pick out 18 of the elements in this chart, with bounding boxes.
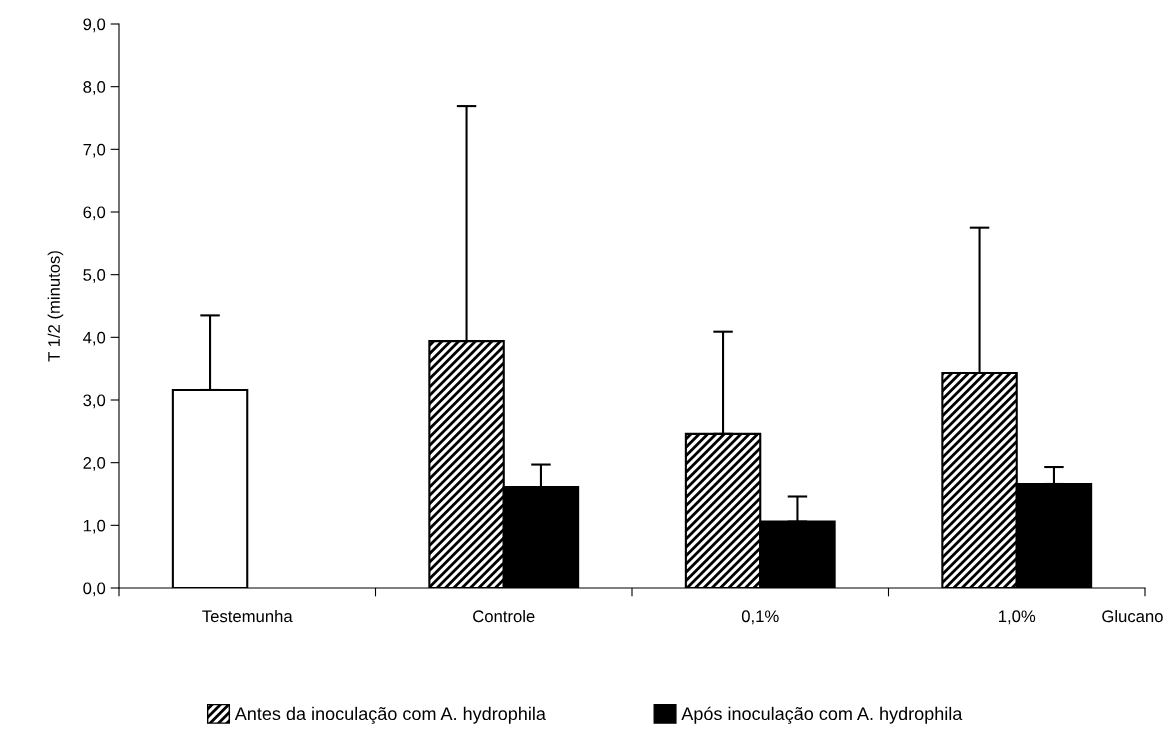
- x-tick-label: Controle: [473, 609, 535, 623]
- x-tick-label: 0,1%: [741, 610, 779, 625]
- y-tick-label: 0,0: [83, 582, 106, 597]
- y-tick-label: 8,0: [83, 81, 106, 95]
- y-tick-label: 7,0: [83, 143, 106, 158]
- legend-label: Após inoculação com A. hydrophila: [681, 706, 963, 724]
- x-tick-label: Testemunha: [202, 609, 293, 623]
- y-tick-label: 4,0: [83, 331, 106, 346]
- y-tick-label: 1,0: [83, 519, 106, 534]
- y-tick-label: 2,0: [83, 457, 106, 471]
- y-tick-label: 9,0: [83, 18, 106, 33]
- y-tick-label: 3,0: [83, 394, 106, 409]
- y-tick-label: 6,0: [83, 206, 106, 221]
- text: Glucano: [1102, 609, 1163, 623]
- y-tick-label: 5,0: [83, 269, 106, 283]
- legend-label: Antes da inoculação com A. hydrophila: [234, 706, 546, 724]
- y-axis-title: T 1/2 (minutos): [47, 251, 64, 362]
- x-tick-label: 1,0%: [999, 610, 1036, 625]
